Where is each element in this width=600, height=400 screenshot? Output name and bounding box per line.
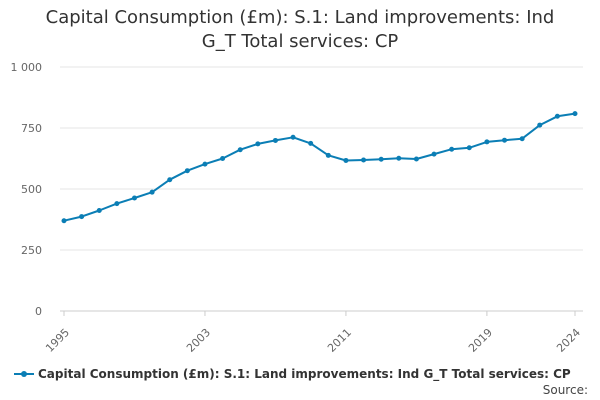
data-point	[396, 155, 402, 161]
chart-title-line-1: Capital Consumption (£m): S.1: Land impr…	[45, 7, 555, 28]
data-point	[413, 156, 419, 162]
chart-title: Capital Consumption (£m): S.1: Land impr…	[0, 6, 600, 54]
data-point	[272, 137, 278, 143]
data-point	[149, 189, 155, 195]
y-tick-label: 0	[35, 305, 42, 318]
x-tick-label: 2024	[554, 326, 583, 355]
data-point	[114, 201, 120, 207]
legend-series-label: Capital Consumption (£m): S.1: Land impr…	[38, 367, 571, 381]
data-point	[519, 136, 525, 142]
y-tick-label: 1 000	[11, 61, 43, 74]
data-point	[343, 157, 349, 163]
y-tick-label: 250	[21, 244, 42, 257]
data-point	[378, 156, 384, 162]
data-point	[449, 146, 455, 152]
x-tick-label: 1995	[43, 326, 72, 355]
data-point	[484, 139, 490, 145]
data-point	[237, 147, 243, 153]
data-point	[96, 207, 102, 213]
data-point	[554, 113, 560, 119]
data-point	[431, 151, 437, 157]
data-point	[202, 161, 208, 167]
data-point	[537, 122, 543, 128]
data-point	[325, 152, 331, 158]
data-point	[167, 177, 173, 183]
data-point	[290, 134, 296, 140]
data-point	[255, 141, 261, 147]
data-point	[184, 168, 190, 174]
data-point	[572, 111, 578, 117]
data-point	[308, 140, 314, 146]
data-point	[79, 214, 85, 220]
legend-series-marker	[14, 368, 34, 380]
data-point	[131, 195, 137, 201]
source-label: Source:	[542, 383, 588, 397]
x-tick-label: 2011	[325, 326, 354, 355]
y-tick-label: 750	[21, 122, 42, 135]
data-point	[220, 156, 226, 161]
data-point	[466, 145, 472, 151]
chart-title-line-2: G_T Total services: CP	[201, 31, 399, 52]
x-tick-label: 2019	[466, 326, 495, 355]
x-tick-label: 2003	[184, 326, 213, 355]
data-point	[61, 218, 67, 224]
y-tick-label: 500	[21, 183, 42, 196]
data-point	[361, 157, 367, 163]
series-line	[63, 112, 576, 222]
legend[interactable]: Capital Consumption (£m): S.1: Land impr…	[14, 365, 571, 383]
data-point	[502, 137, 508, 143]
